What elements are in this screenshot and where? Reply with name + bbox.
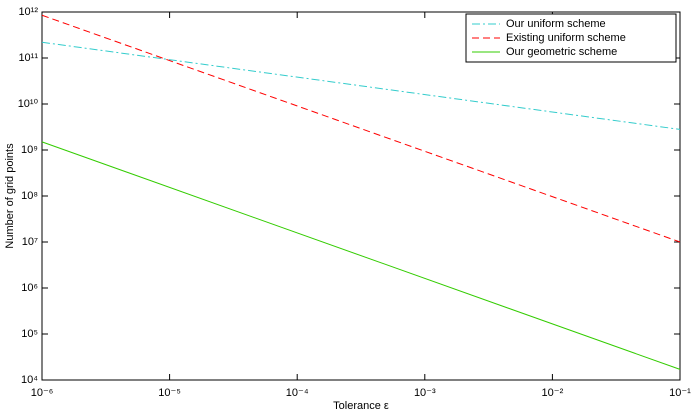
- y-tick-label: 10⁶: [21, 282, 38, 294]
- x-tick-label: 10⁻¹: [669, 387, 691, 399]
- y-tick-label: 10¹¹: [18, 52, 38, 64]
- legend-label: Our geometric scheme: [506, 46, 617, 58]
- legend-label: Existing uniform scheme: [506, 32, 626, 44]
- y-tick-label: 10¹⁰: [18, 98, 39, 110]
- x-axis-label: Tolerance ε: [333, 400, 389, 412]
- legend-label: Our uniform scheme: [506, 18, 606, 30]
- line-series: [41, 14, 681, 243]
- x-tick-label: 10⁻⁵: [158, 387, 181, 399]
- y-axis-label: Number of grid points: [4, 143, 16, 249]
- y-tick-label: 10⁵: [21, 328, 38, 340]
- line-series: [41, 141, 681, 370]
- y-tick-label: 10⁸: [21, 190, 38, 202]
- plot-area: [41, 11, 681, 381]
- x-tick-label: 10⁻⁴: [286, 387, 309, 399]
- x-tick-label: 10⁻²: [542, 387, 564, 399]
- y-tick-label: 10⁹: [21, 144, 38, 156]
- y-tick-label: 10⁴: [21, 374, 38, 386]
- legend-box: [465, 13, 677, 63]
- y-tick-label: 10⁷: [22, 236, 38, 248]
- y-tick-label: 10¹²: [18, 6, 38, 18]
- line-series: [41, 41, 681, 130]
- x-tick-label: 10⁻⁶: [31, 387, 54, 399]
- x-tick-label: 10⁻³: [414, 387, 436, 399]
